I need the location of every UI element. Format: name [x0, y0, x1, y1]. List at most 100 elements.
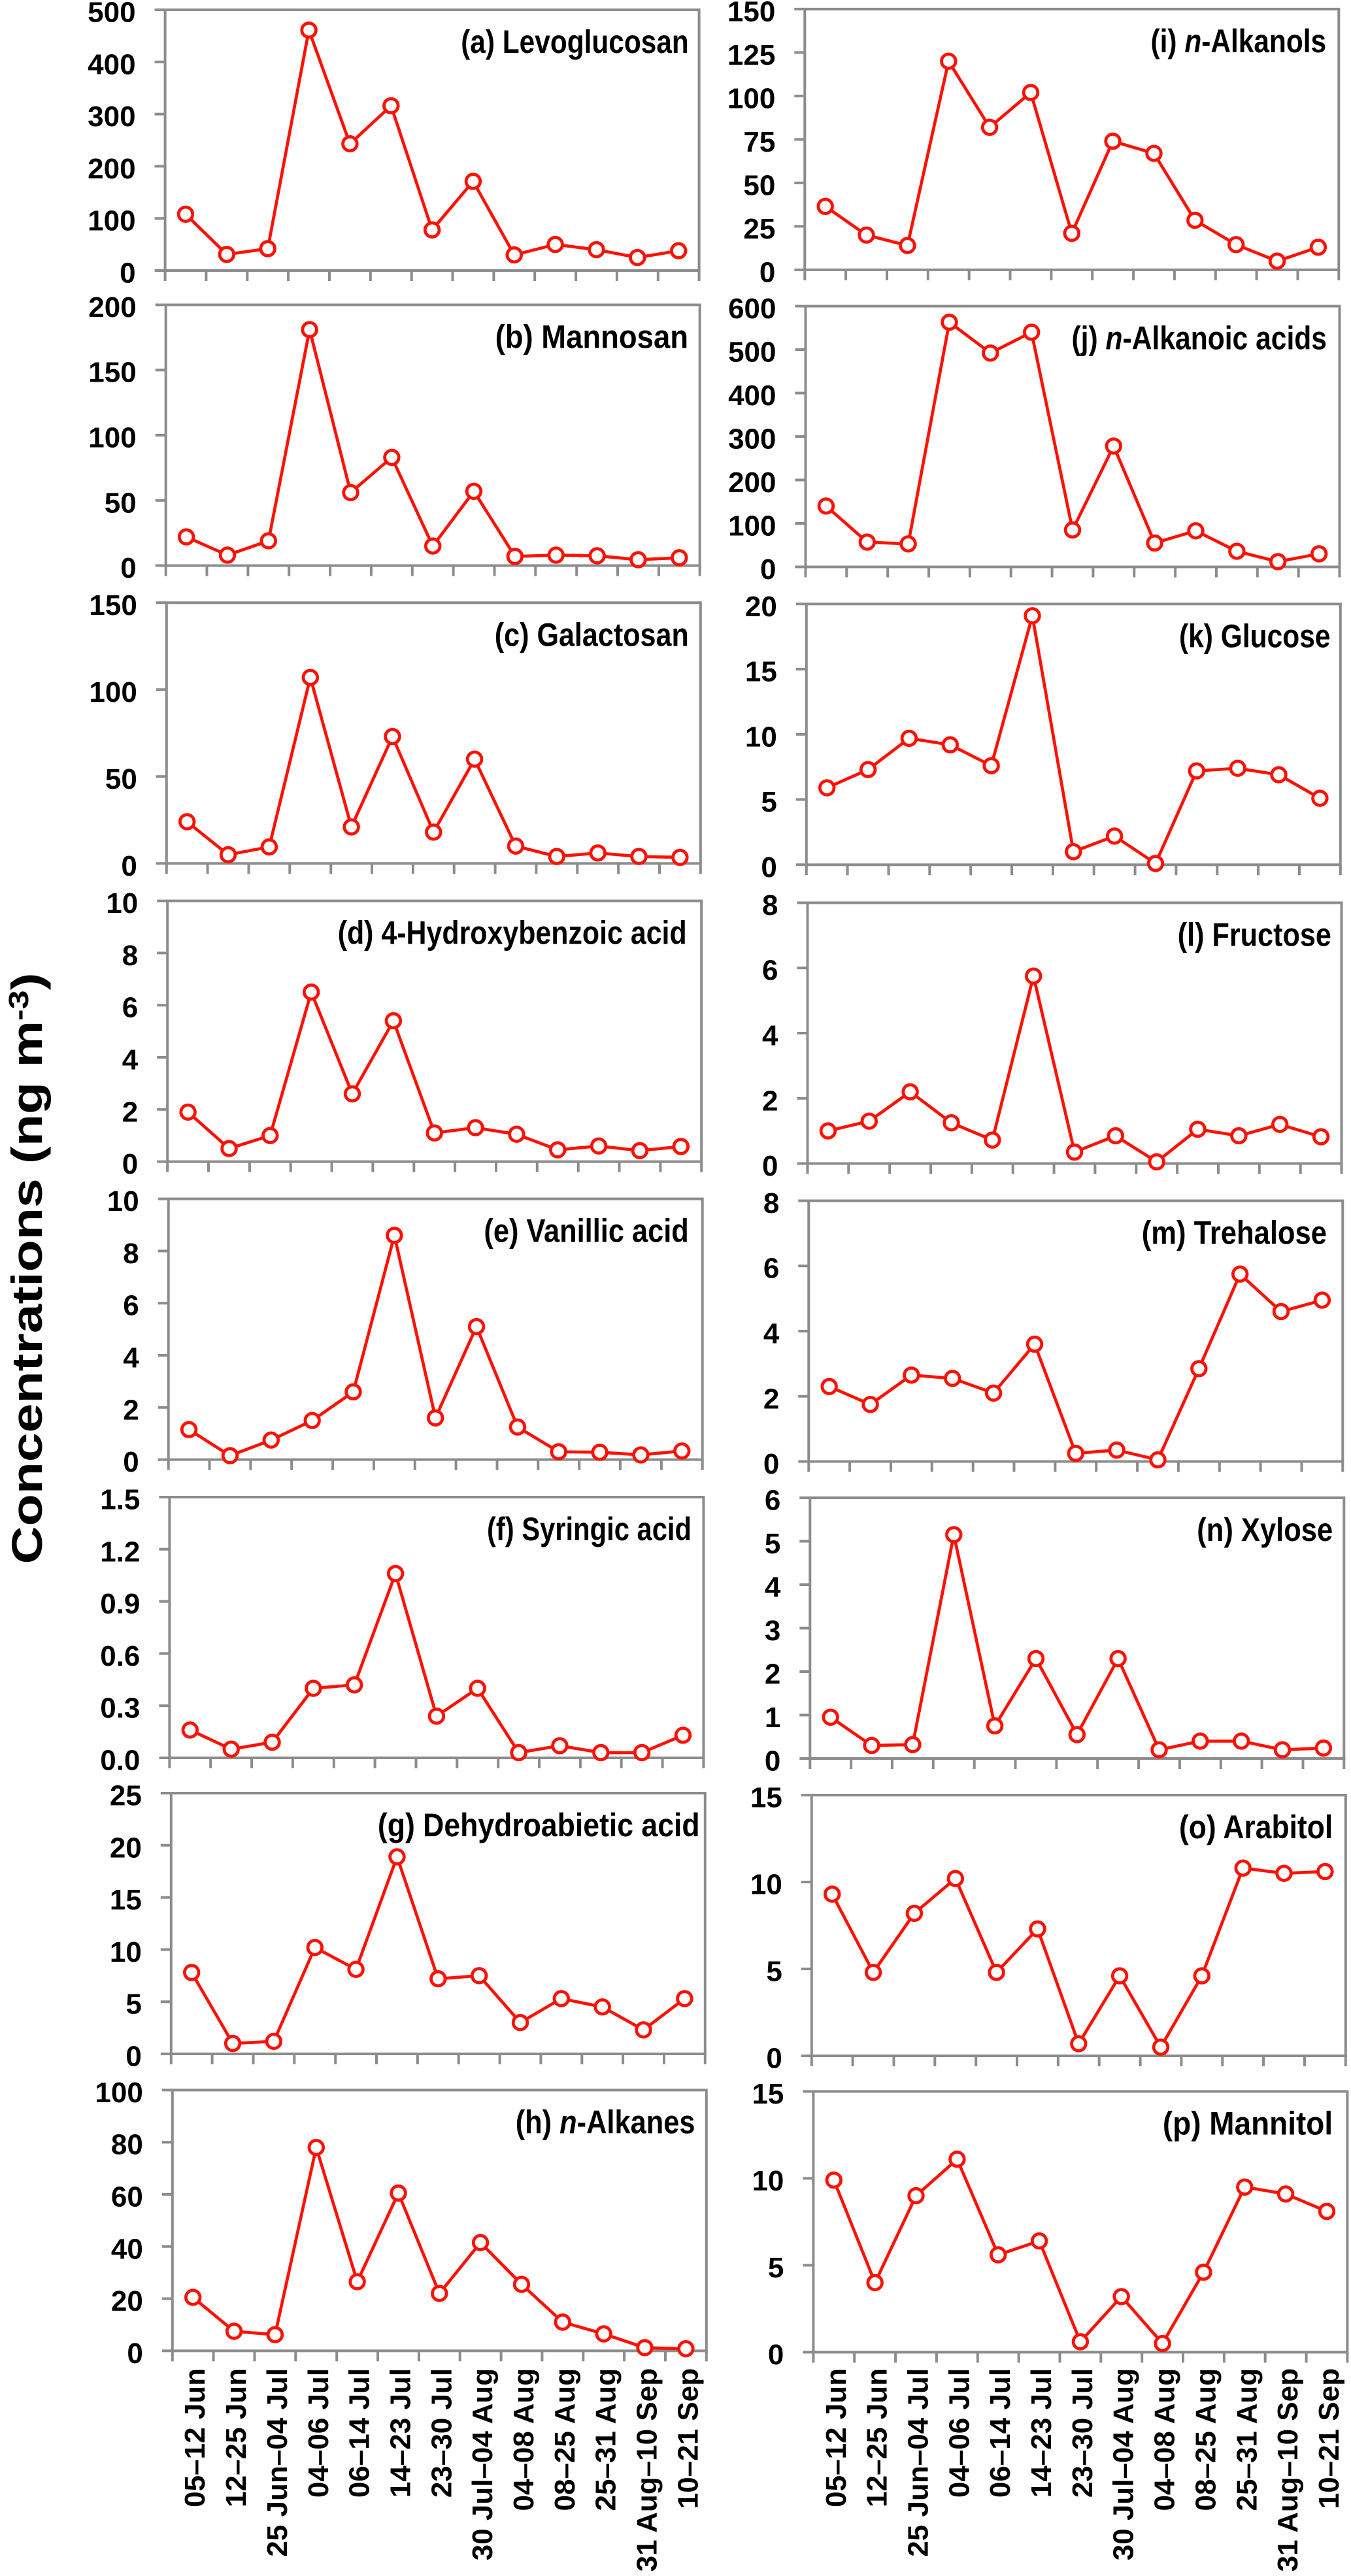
svg-text:100: 100 — [88, 422, 136, 454]
svg-text:4: 4 — [762, 1020, 778, 1052]
svg-text:0: 0 — [766, 2043, 782, 2075]
svg-text:2: 2 — [763, 1383, 779, 1415]
svg-text:2: 2 — [765, 1659, 780, 1691]
svg-text:(a) Levoglucosan: (a) Levoglucosan — [461, 24, 689, 60]
svg-text:31 Aug–10 Sep: 31 Aug–10 Sep — [631, 2368, 663, 2571]
svg-text:300: 300 — [88, 101, 135, 133]
svg-text:12–25 Jun: 12–25 Jun — [220, 2368, 252, 2507]
svg-text:06–14 Jul: 06–14 Jul — [984, 2368, 1016, 2498]
svg-text:(d) 4-Hydroxybenzoic acid: (d) 4-Hydroxybenzoic acid — [338, 915, 687, 951]
svg-text:0: 0 — [127, 2337, 142, 2370]
svg-text:0: 0 — [120, 552, 136, 584]
svg-text:10: 10 — [745, 721, 777, 753]
svg-text:15: 15 — [752, 2078, 784, 2110]
svg-text:0: 0 — [122, 1148, 138, 1180]
svg-text:30 Jul–04 Aug: 30 Jul–04 Aug — [467, 2368, 499, 2560]
svg-text:0: 0 — [762, 1150, 778, 1182]
svg-text:0: 0 — [765, 1745, 780, 1777]
svg-text:5: 5 — [768, 2252, 784, 2284]
svg-text:Concentrations (ng m-3): Concentrations (ng m-3) — [3, 973, 51, 1564]
svg-text:10–21 Sep: 10–21 Sep — [1313, 2368, 1345, 2509]
svg-text:3: 3 — [765, 1615, 780, 1647]
svg-text:(p) Mannitol: (p) Mannitol — [1163, 2105, 1333, 2142]
svg-text:1: 1 — [765, 1702, 780, 1734]
svg-text:23–30 Jul: 23–30 Jul — [425, 2368, 458, 2498]
svg-text:10: 10 — [110, 1936, 142, 1968]
svg-text:23–30 Jul: 23–30 Jul — [1067, 2368, 1099, 2498]
svg-text:20: 20 — [745, 591, 777, 623]
svg-text:4: 4 — [123, 1342, 139, 1374]
svg-text:(j) n-Alkanoic acids: (j) n-Alkanoic acids — [1072, 320, 1327, 357]
svg-text:04–08 Aug: 04–08 Aug — [508, 2368, 540, 2511]
svg-text:100: 100 — [88, 205, 135, 237]
svg-text:125: 125 — [727, 39, 775, 71]
svg-text:25: 25 — [110, 1780, 142, 1812]
svg-text:(l) Fructose: (l) Fructose — [1178, 917, 1331, 953]
svg-text:50: 50 — [105, 763, 137, 795]
svg-text:200: 200 — [88, 153, 135, 185]
svg-text:14–23 Jul: 14–23 Jul — [1026, 2368, 1058, 2498]
svg-text:(h) n-Alkanes: (h) n-Alkanes — [516, 2104, 695, 2140]
svg-text:4: 4 — [763, 1318, 780, 1350]
svg-text:400: 400 — [88, 48, 135, 80]
svg-text:14–23 Jul: 14–23 Jul — [385, 2368, 417, 2498]
svg-text:(c) Galactosan: (c) Galactosan — [495, 616, 689, 653]
svg-text:50: 50 — [743, 169, 775, 201]
svg-text:150: 150 — [727, 0, 775, 27]
svg-text:100: 100 — [728, 510, 776, 542]
svg-text:50: 50 — [105, 487, 137, 519]
svg-text:(g) Dehydroabietic acid: (g) Dehydroabietic acid — [378, 1807, 700, 1843]
svg-text:10: 10 — [107, 1185, 139, 1217]
svg-text:25: 25 — [743, 213, 775, 245]
svg-text:25–31 Aug: 25–31 Aug — [1231, 2368, 1263, 2511]
svg-text:10: 10 — [752, 2165, 784, 2197]
svg-text:2: 2 — [122, 1096, 138, 1128]
svg-text:6: 6 — [123, 1290, 139, 1322]
svg-text:12–25 Jun: 12–25 Jun — [861, 2368, 893, 2507]
svg-text:25 Jun–04 Jul: 25 Jun–04 Jul — [903, 2368, 935, 2557]
svg-text:0: 0 — [121, 850, 137, 882]
svg-text:75: 75 — [743, 126, 775, 158]
svg-text:0: 0 — [759, 256, 775, 288]
svg-text:100: 100 — [95, 2077, 142, 2109]
svg-text:04–06 Jul: 04–06 Jul — [303, 2368, 335, 2498]
svg-text:80: 80 — [111, 2129, 143, 2161]
svg-text:05–12 Jun: 05–12 Jun — [820, 2368, 852, 2507]
svg-text:04–06 Jul: 04–06 Jul — [943, 2368, 975, 2498]
svg-text:8: 8 — [763, 1187, 779, 1219]
svg-text:500: 500 — [88, 0, 135, 29]
svg-text:400: 400 — [728, 380, 776, 412]
svg-text:08–25 Aug: 08–25 Aug — [549, 2368, 581, 2511]
svg-text:05–12 Jun: 05–12 Jun — [179, 2368, 211, 2507]
svg-text:20: 20 — [111, 2285, 143, 2317]
svg-text:06–14 Jul: 06–14 Jul — [344, 2368, 376, 2498]
svg-text:0: 0 — [125, 2041, 141, 2073]
svg-text:150: 150 — [89, 589, 137, 621]
svg-text:8: 8 — [123, 1238, 139, 1270]
svg-text:20: 20 — [110, 1832, 142, 1864]
svg-text:0.3: 0.3 — [100, 1693, 140, 1725]
svg-text:(n) Xylose: (n) Xylose — [1197, 1511, 1333, 1548]
svg-text:5: 5 — [766, 1956, 782, 1988]
svg-text:100: 100 — [727, 82, 775, 114]
svg-text:10: 10 — [750, 1869, 782, 1901]
svg-text:15: 15 — [750, 1782, 782, 1814]
svg-text:25–31 Aug: 25–31 Aug — [590, 2368, 622, 2511]
svg-text:500: 500 — [728, 337, 776, 369]
svg-text:(e) Vanillic acid: (e) Vanillic acid — [484, 1213, 688, 1249]
svg-text:600: 600 — [728, 293, 776, 325]
svg-text:60: 60 — [111, 2181, 143, 2213]
svg-text:0: 0 — [763, 1448, 779, 1480]
svg-text:6: 6 — [122, 992, 138, 1024]
svg-text:15: 15 — [110, 1884, 142, 1916]
svg-text:4: 4 — [122, 1044, 139, 1076]
svg-text:(m) Trehalose: (m) Trehalose — [1142, 1215, 1327, 1251]
svg-text:300: 300 — [728, 423, 776, 455]
svg-text:6: 6 — [762, 955, 778, 987]
svg-text:8: 8 — [122, 940, 138, 972]
svg-text:10: 10 — [106, 887, 138, 919]
svg-text:15: 15 — [745, 656, 777, 688]
svg-text:4: 4 — [765, 1572, 781, 1604]
svg-text:5: 5 — [765, 1528, 780, 1560]
svg-text:0: 0 — [761, 851, 776, 883]
